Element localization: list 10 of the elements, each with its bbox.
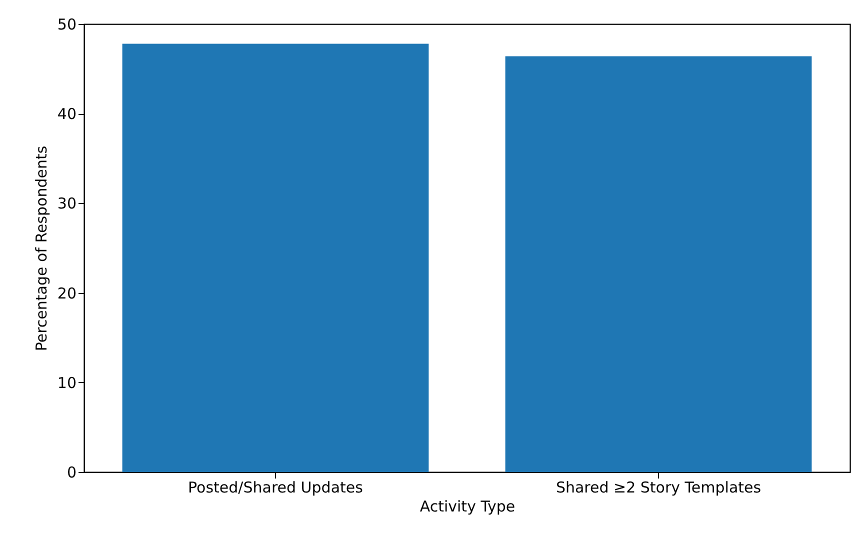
x-axis-title: Activity Type bbox=[420, 498, 516, 516]
y-tick-label: 50 bbox=[57, 16, 76, 34]
y-axis-title: Percentage of Respondents bbox=[32, 146, 50, 352]
y-tick-label: 10 bbox=[57, 374, 76, 392]
x-tick-label: Shared ≥2 Story Templates bbox=[556, 478, 762, 496]
y-tick-label: 40 bbox=[57, 105, 76, 124]
y-tick-label: 0 bbox=[66, 464, 76, 482]
x-tick-label: Posted/Shared Updates bbox=[188, 478, 364, 496]
y-tick-label: 20 bbox=[57, 284, 76, 302]
y-tick-label: 30 bbox=[57, 194, 76, 213]
